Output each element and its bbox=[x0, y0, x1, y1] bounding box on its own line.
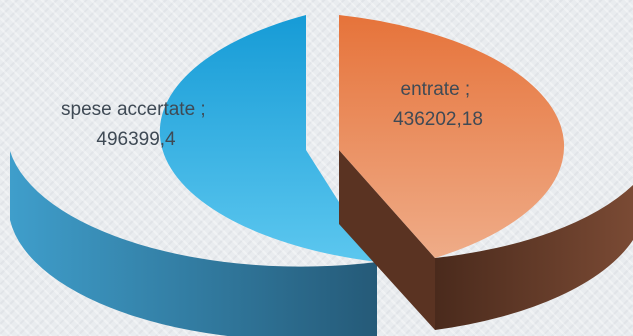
slice-label-spese-accertate-value: 496399,4 bbox=[96, 129, 176, 150]
slice-label-spese-accertate-name: spese accertate ; bbox=[61, 99, 206, 120]
slice-entrate-cut-face bbox=[339, 150, 435, 330]
slice-entrate-top bbox=[339, 15, 565, 258]
slice-label-entrate-name: entrate ; bbox=[401, 79, 471, 100]
slice-entrate bbox=[339, 15, 633, 330]
slice-spese-accertate bbox=[10, 15, 377, 336]
slice-label-entrate: entrate ; 436202,18 bbox=[393, 79, 483, 130]
slice-label-spese-accertate: spese accertate ; 496399,4 bbox=[61, 99, 211, 150]
slice-spese-accertate-side bbox=[10, 151, 377, 336]
slice-label-entrate-value: 436202,18 bbox=[393, 109, 483, 130]
slice-spese-accertate-top bbox=[159, 15, 377, 262]
slice-entrate-side bbox=[435, 185, 633, 330]
